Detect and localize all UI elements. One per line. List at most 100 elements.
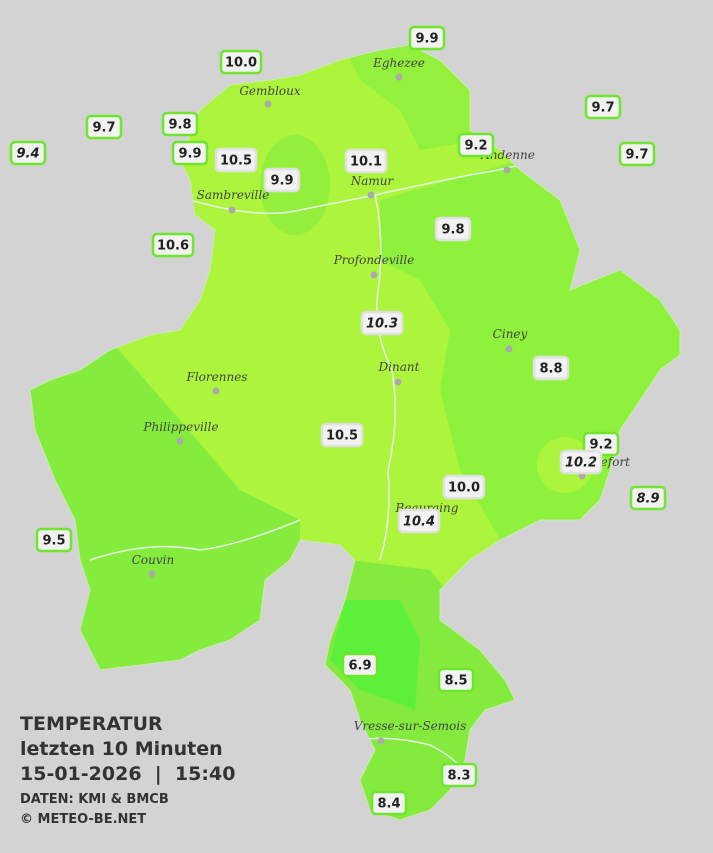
town-label: Couvin [132,553,174,567]
legend-subtitle: letzten 10 Minuten [20,738,223,760]
legend: TEMPERATUR letzten 10 Minuten 15-01-2026… [20,713,235,827]
station-value: 9.9 [270,174,293,189]
town-dot [394,378,402,386]
town-dot [228,206,236,214]
station-box [214,147,258,173]
station: 10.0 [442,474,486,500]
station-value: 9.9 [415,32,438,47]
station-box [618,141,656,167]
town-label: Gembloux [239,84,301,98]
station-value: 9.5 [42,534,65,549]
station: 9.7 [584,94,622,120]
town-label: Ciney [493,327,528,341]
station-box [457,132,495,158]
town-label: Profondeville [333,253,415,267]
station: 9.7 [85,114,123,140]
station-value: 10.2 [565,456,597,471]
station-box [171,140,209,166]
town-dot [377,737,385,745]
station-value: 8.3 [447,769,470,784]
station: 10.5 [320,422,364,448]
station: 9.2 [582,431,620,457]
station-box [442,474,486,500]
station-value: 10.5 [220,154,252,169]
station-value: 8.9 [636,492,659,507]
station-box [584,94,622,120]
river [89,519,301,561]
station-value: 9.9 [178,147,201,162]
station-value: 8.8 [539,362,562,377]
station-box [161,111,199,137]
town-dot [148,570,156,578]
station-box [434,216,472,242]
town-label: Florennes [186,370,248,384]
station-box [408,25,446,51]
zone [340,45,480,150]
station-box [35,527,73,553]
town-label: Eghezee [372,56,425,70]
station-box [370,790,408,816]
station-value: 10.1 [350,155,382,170]
station: 9.8 [161,111,199,137]
station-value: 9.8 [441,223,464,238]
station: 8.9 [629,485,667,511]
town-dot [367,191,375,199]
station: 10.2 [559,449,603,475]
town-label: Vresse-sur-Semois [354,719,467,733]
station: 10.0 [219,49,263,75]
station-box [360,310,404,336]
station: 9.2 [457,132,495,158]
station: 10.6 [151,232,195,258]
station: 9.8 [434,216,472,242]
station-value: 6.9 [348,659,371,674]
station: 9.7 [618,141,656,167]
station: 9.4 [9,140,47,166]
station-box [263,167,301,193]
station-value: 9.8 [168,118,191,133]
station: 8.4 [370,790,408,816]
station: 9.9 [408,25,446,51]
station-value: 10.5 [326,429,358,444]
station-value: 10.0 [448,481,480,496]
town-label: Sambreville [197,188,270,202]
station: 9.9 [171,140,209,166]
legend-title: TEMPERATUR [20,713,163,735]
station: 10.4 [397,508,441,534]
station-box [629,485,667,511]
river [189,164,521,215]
station-value: 10.4 [403,515,435,530]
station: 10.3 [360,310,404,336]
river [374,194,396,561]
station-box [219,49,263,75]
station-value: 9.2 [464,139,487,154]
station: 8.3 [440,762,478,788]
town-label: Dinant [378,360,420,374]
town-dot [503,166,511,174]
station-box [320,422,364,448]
station-box [532,355,570,381]
legend-datetime: 15-01-2026 | 15:40 [20,763,235,785]
station-value: 10.0 [225,56,257,71]
station: 10.1 [344,148,388,174]
station-value: 9.4 [16,147,39,162]
stations: 9.9 10.0 9.7 9.7 9.8 9.2 9.4 9.9 9.7 10.5 10.1 9.9 9… [9,25,667,816]
station-box [437,667,475,693]
town-dot [264,100,272,108]
town-dot [505,345,513,353]
station-box [151,232,195,258]
station: 9.9 [263,167,301,193]
town-dot [212,387,220,395]
station-value: 10.3 [366,317,398,332]
town-dot [395,73,403,81]
station-value: 9.7 [92,121,115,136]
station-box [344,148,388,174]
station-box [85,114,123,140]
station: 9.5 [35,527,73,553]
station-value: 9.7 [591,101,614,116]
station-value: 8.4 [377,797,400,812]
legend-source: DATEN: KMI & BMCB [20,792,169,807]
station: 10.5 [214,147,258,173]
town-dot [370,271,378,279]
station-value: 9.2 [589,438,612,453]
